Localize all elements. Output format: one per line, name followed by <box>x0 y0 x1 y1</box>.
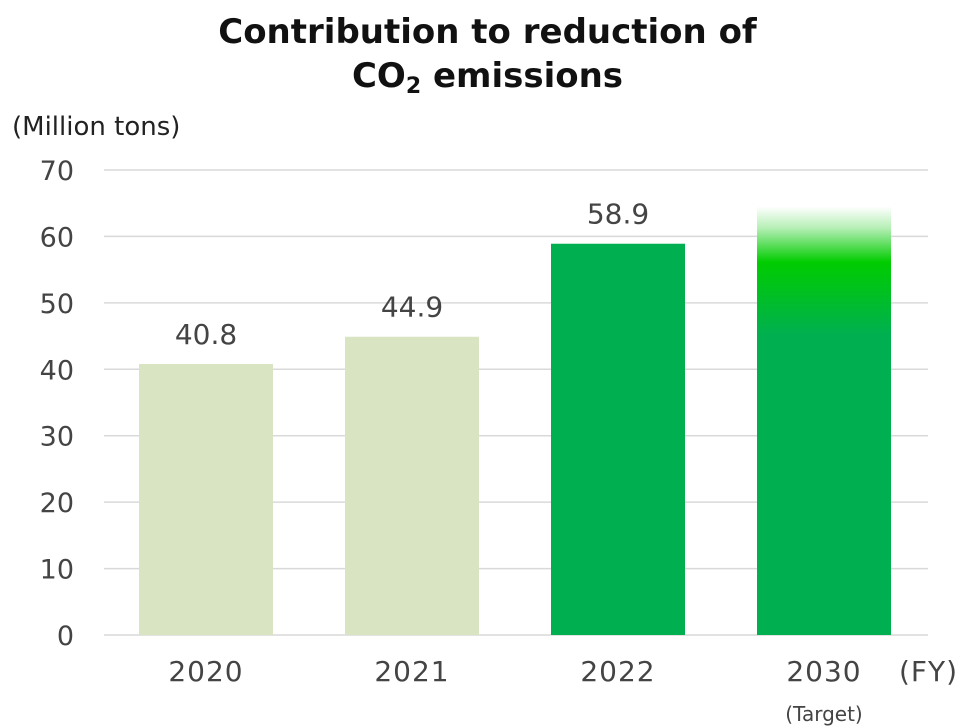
bar-2030 <box>757 206 891 636</box>
data-label-2020: 40.8 <box>175 318 237 351</box>
chart-title-line-1: Contribution to reduction of <box>218 12 757 52</box>
x-tick-label-2030: 2030 <box>786 655 861 688</box>
y-tick-label-50: 50 <box>40 289 74 320</box>
x-tick-label-2022: 2022 <box>580 655 655 688</box>
y-tick-label-10: 10 <box>40 555 74 586</box>
co-text: CO <box>351 56 406 96</box>
y-tick-label-30: 30 <box>40 422 74 453</box>
y-tick-label-60: 60 <box>40 222 74 253</box>
y-axis-ticks: 0 10 20 30 40 50 60 70 <box>40 156 74 652</box>
chart-title: Contribution to reduction of CO2 emissio… <box>0 10 975 98</box>
y-tick-label-20: 20 <box>40 488 74 519</box>
x-axis-ticks: 2020 2021 2022 2030 (FY) (Target) <box>168 655 958 726</box>
bar-2022 <box>551 243 685 635</box>
x-tick-label-2020: 2020 <box>168 655 243 688</box>
bars <box>139 206 891 636</box>
bar-2021 <box>345 336 479 635</box>
emissions-text: emissions <box>421 56 624 96</box>
data-label-2022: 58.9 <box>587 198 649 231</box>
chart-title-line-2: CO2 emissions <box>0 54 975 98</box>
bar-2020 <box>139 363 273 635</box>
data-label-2021: 44.9 <box>381 291 443 324</box>
subscript-2: 2 <box>405 74 422 99</box>
target-note: (Target) <box>785 702 862 726</box>
y-tick-label-40: 40 <box>40 355 74 386</box>
y-axis-unit-label: (Million tons) <box>12 112 181 142</box>
y-tick-label-0: 0 <box>57 621 74 652</box>
y-tick-label-70: 70 <box>40 156 74 187</box>
x-tick-label-2021: 2021 <box>374 655 449 688</box>
x-axis-unit-label: (FY) <box>899 655 958 688</box>
data-labels: 40.8 44.9 58.9 <box>175 198 649 351</box>
